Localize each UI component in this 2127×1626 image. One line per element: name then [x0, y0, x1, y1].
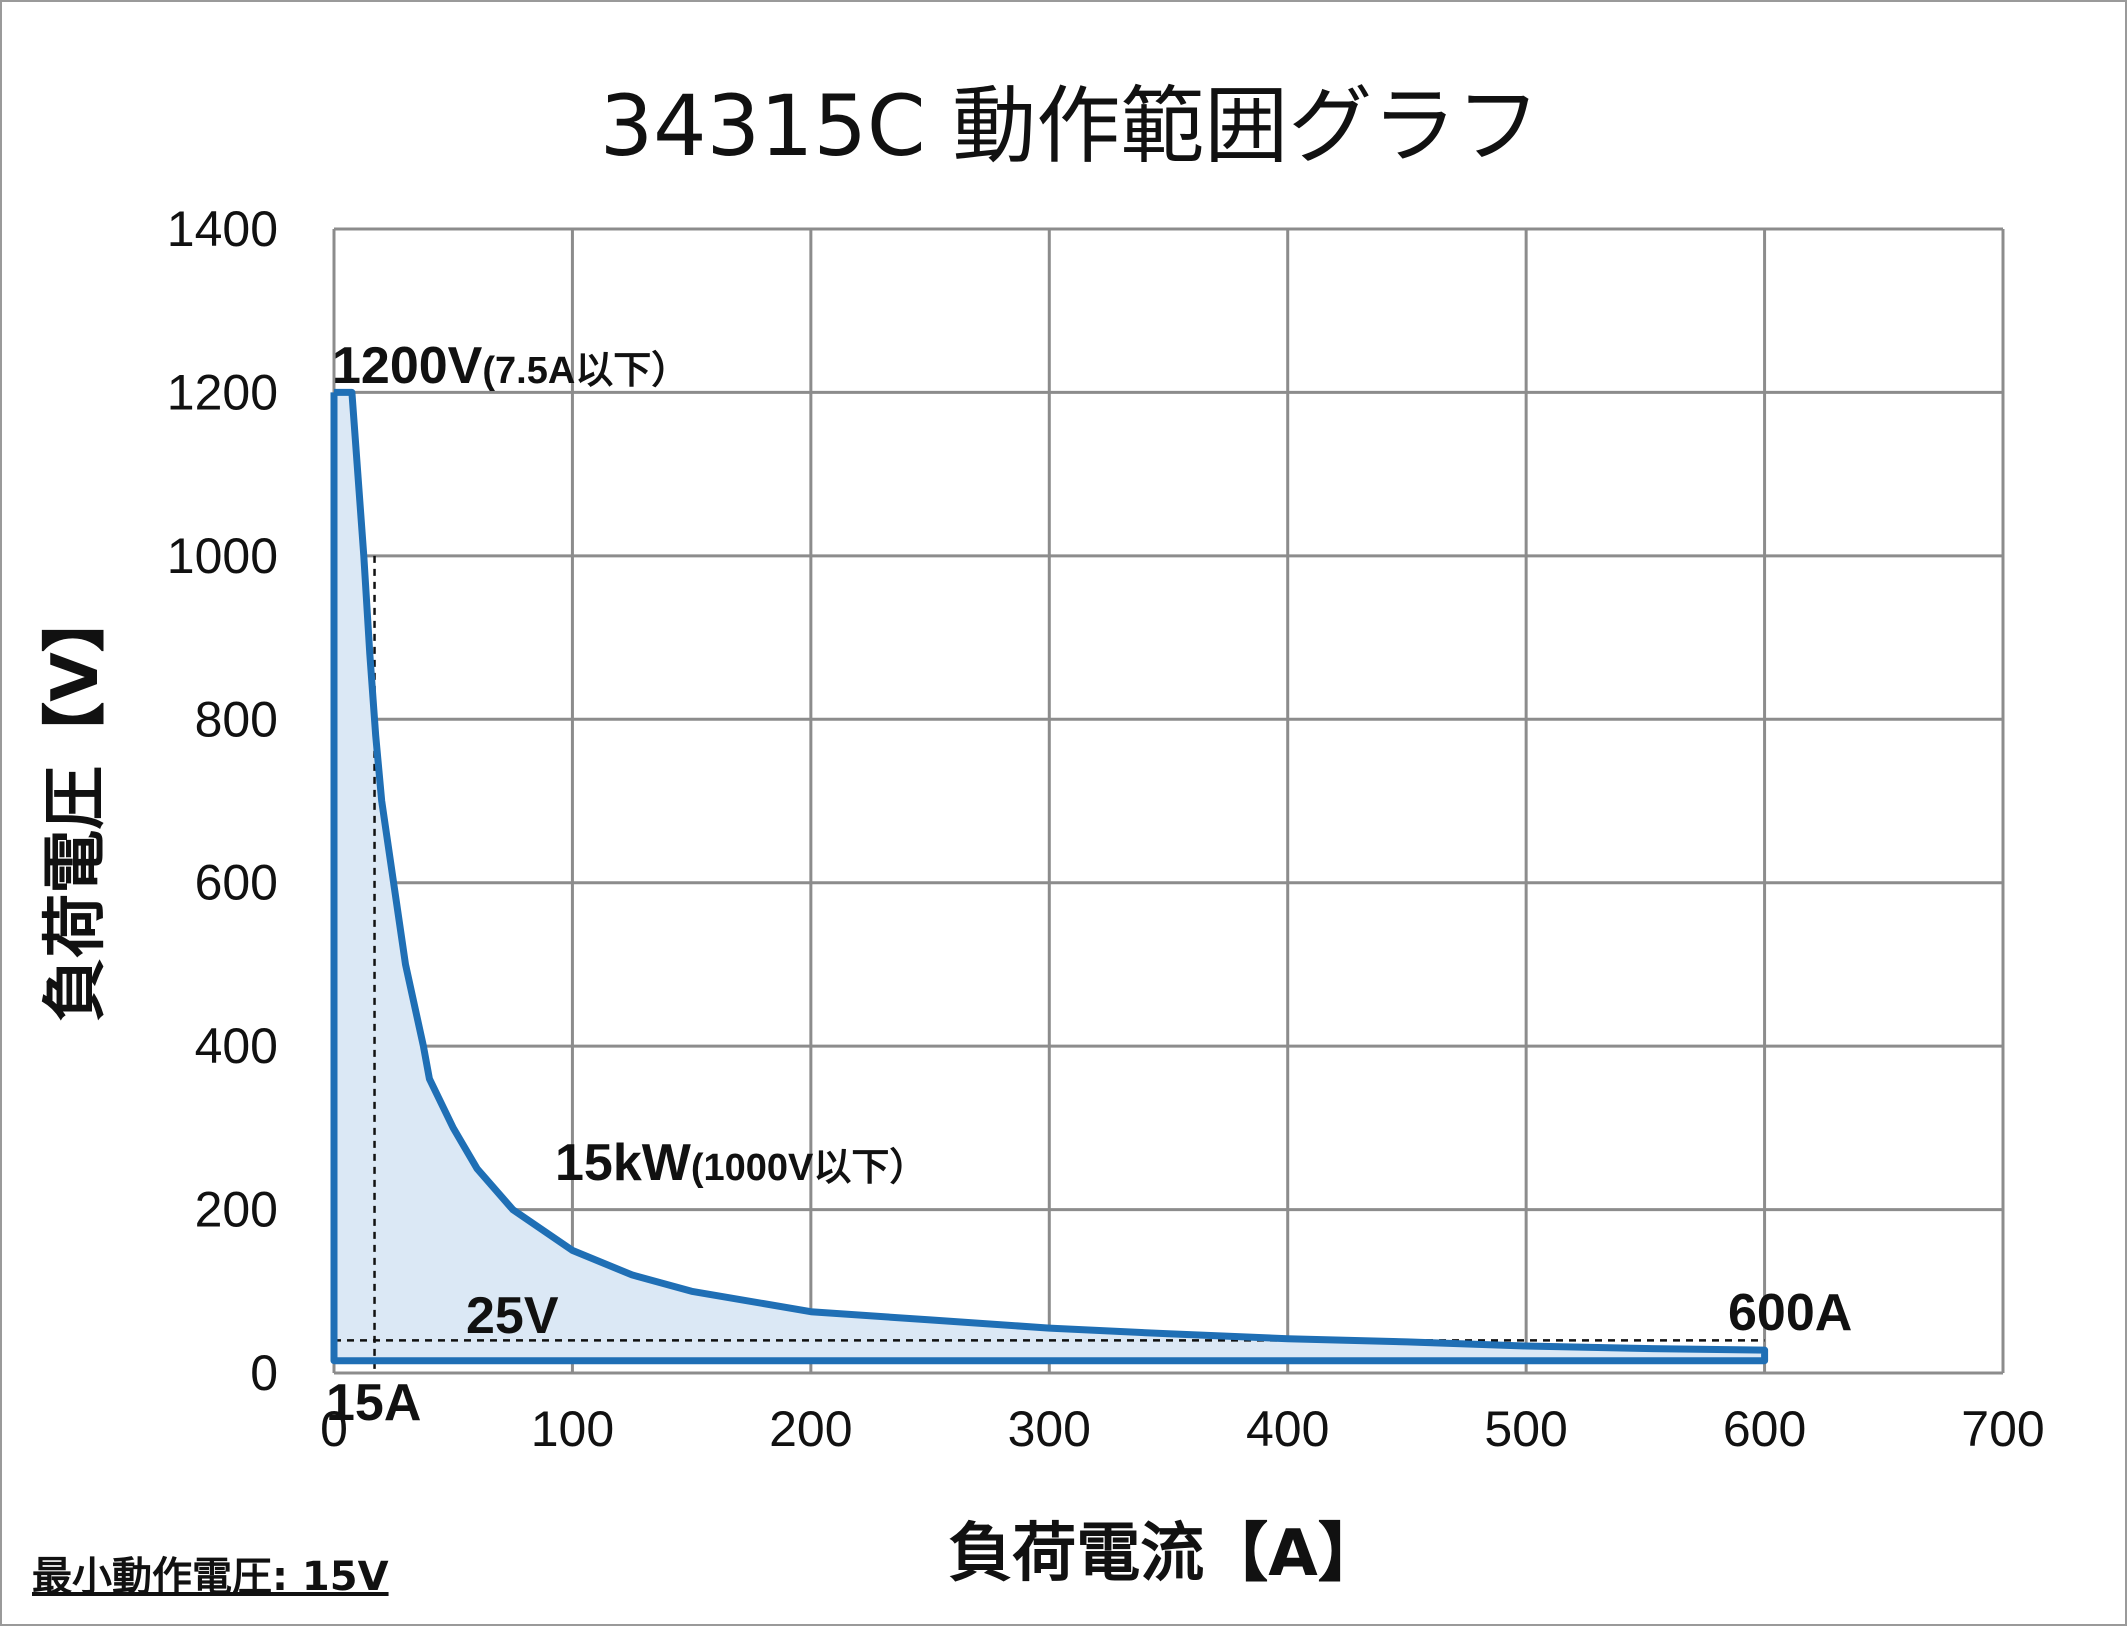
x-axis-label: 負荷電流【A】 [948, 1517, 1382, 1591]
x-tick-label: 600 [1723, 1401, 1806, 1457]
power-limit-condition: (1000V以下） [691, 1147, 928, 1189]
operating-boundary-line [330, 388, 1769, 1365]
voltage-limit-value: 1200V [332, 337, 483, 395]
y-tick-label: 200 [195, 1182, 278, 1238]
y-tick-label: 1200 [167, 364, 278, 420]
chart-title: 34315C 動作範囲グラフ [600, 77, 1541, 175]
min-operating-voltage-note: 最小動作電圧: 15V [32, 1554, 389, 1600]
grid [332, 227, 2005, 1375]
x-tick-labels: 0 100 200 300 400 500 600 700 [320, 1401, 2045, 1457]
voltage-limit-condition: (7.5A以下） [482, 350, 689, 392]
y-tick-label: 1400 [167, 201, 278, 257]
power-limit-value: 15kW [555, 1134, 692, 1192]
min-current-label: 15A [326, 1374, 421, 1432]
x-tick-label: 100 [531, 1401, 614, 1457]
x-tick-label: 500 [1484, 1401, 1567, 1457]
operating-area-fill [334, 392, 1765, 1361]
y-tick-label: 0 [250, 1345, 278, 1401]
y-tick-label: 400 [195, 1018, 278, 1074]
x-tick-label: 300 [1008, 1401, 1091, 1457]
y-axis-label: 負荷電圧【V】 [39, 588, 113, 1022]
y-tick-labels: 0 200 400 600 800 1000 1200 1400 [167, 201, 278, 1401]
min-voltage-label: 25V [466, 1287, 559, 1345]
max-current-label: 600A [1728, 1284, 1852, 1342]
x-tick-label: 700 [1961, 1401, 2044, 1457]
x-tick-label: 200 [769, 1401, 852, 1457]
y-tick-label: 600 [195, 855, 278, 911]
y-tick-label: 800 [195, 691, 278, 747]
y-tick-label: 1000 [167, 528, 278, 584]
voltage-limit-label: 1200V(7.5A以下） [332, 337, 689, 395]
x-tick-label: 400 [1246, 1401, 1329, 1457]
x-tick-label: 0 [320, 1401, 348, 1457]
power-limit-label: 15kW(1000V以下） [555, 1134, 927, 1192]
